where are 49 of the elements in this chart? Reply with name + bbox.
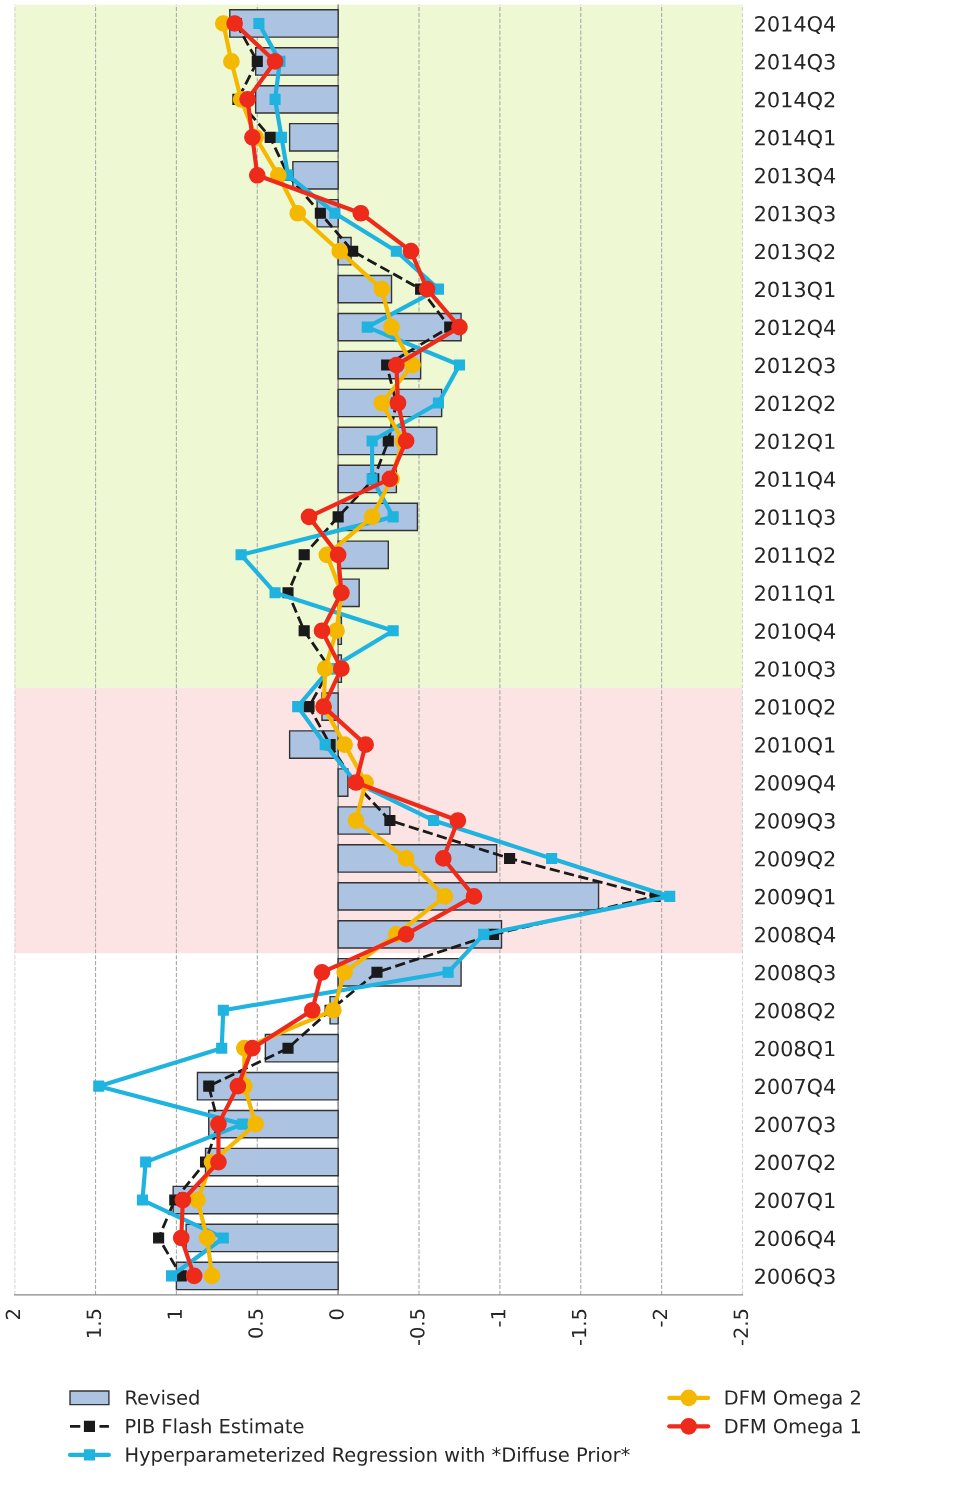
y-tick-label: 2012Q3 <box>755 357 835 376</box>
y-tick-label: 2012Q4 <box>755 319 836 338</box>
y-tick-label: 2013Q2 <box>755 243 835 262</box>
x-tick-label: -1.5 <box>571 1309 587 1346</box>
y-tick-label: 2011Q3 <box>755 509 835 528</box>
y-tick-label: 2006Q3 <box>755 1268 835 1287</box>
y-tick-label: 2009Q1 <box>755 888 835 907</box>
legend-label: DFM Omega 2 <box>725 1390 860 1409</box>
y-tick-label: 2011Q1 <box>755 585 835 604</box>
y-tick-label: 2007Q3 <box>755 1116 835 1135</box>
y-tick-label: 2014Q1 <box>755 129 835 148</box>
y-tick-label: 2010Q2 <box>755 699 835 718</box>
y-tick-label: 2013Q3 <box>755 205 835 224</box>
y-tick-label: 2007Q4 <box>755 1078 836 1097</box>
x-tick-label: -1 <box>491 1309 506 1327</box>
y-tick-label: 2010Q1 <box>755 737 835 756</box>
y-tick-label: 2008Q1 <box>755 1040 835 1059</box>
y-tick-label: 2007Q2 <box>755 1154 835 1173</box>
x-tick-label: 0.5 <box>248 1309 263 1338</box>
x-tick-label: 1.5 <box>86 1309 102 1337</box>
y-tick-label: 2013Q4 <box>755 167 836 186</box>
legend-label: PIB Flash Estimate <box>126 1418 304 1434</box>
x-tick-label: 2 <box>5 1310 21 1320</box>
y-tick-label: 2009Q3 <box>755 812 835 832</box>
y-tick-label: 2008Q4 <box>755 926 836 945</box>
y-tick-label: 2008Q2 <box>755 1002 835 1021</box>
y-tick-label: 2011Q2 <box>755 547 835 566</box>
y-tick-label: 2014Q2 <box>755 91 835 110</box>
y-tick-label: 2009Q2 <box>755 850 835 870</box>
x-tick-label: 1 <box>167 1309 182 1319</box>
y-tick-label: 2010Q3 <box>755 661 835 680</box>
y-tick-label: 2013Q1 <box>755 281 835 300</box>
x-tick-label: -2 <box>652 1310 668 1327</box>
x-tick-label: 0 <box>329 1309 344 1320</box>
y-tick-label: 2014Q4 <box>755 15 836 35</box>
legend-label: DFM Omega 1 <box>725 1418 861 1438</box>
y-tick-label: 2007Q1 <box>755 1192 835 1211</box>
y-tick-label: 2012Q2 <box>755 395 835 414</box>
y-tick-label: 2010Q4 <box>755 623 836 642</box>
y-tick-label: 2009Q4 <box>755 774 836 794</box>
legend-label: Hyperparameterized Regression with *Diffuse Prior* <box>126 1446 630 1466</box>
y-tick-label: 2006Q4 <box>755 1230 836 1249</box>
y-tick-label: 2014Q3 <box>755 53 835 73</box>
y-tick-label: 2011Q4 <box>755 471 836 490</box>
x-tick-label: -0.5 <box>409 1309 425 1346</box>
y-tick-label: 2008Q3 <box>755 964 835 983</box>
y-tick-label: 2012Q1 <box>755 433 835 452</box>
legend-label: Revised <box>126 1389 199 1405</box>
x-tick-label: -2.5 <box>733 1309 749 1346</box>
